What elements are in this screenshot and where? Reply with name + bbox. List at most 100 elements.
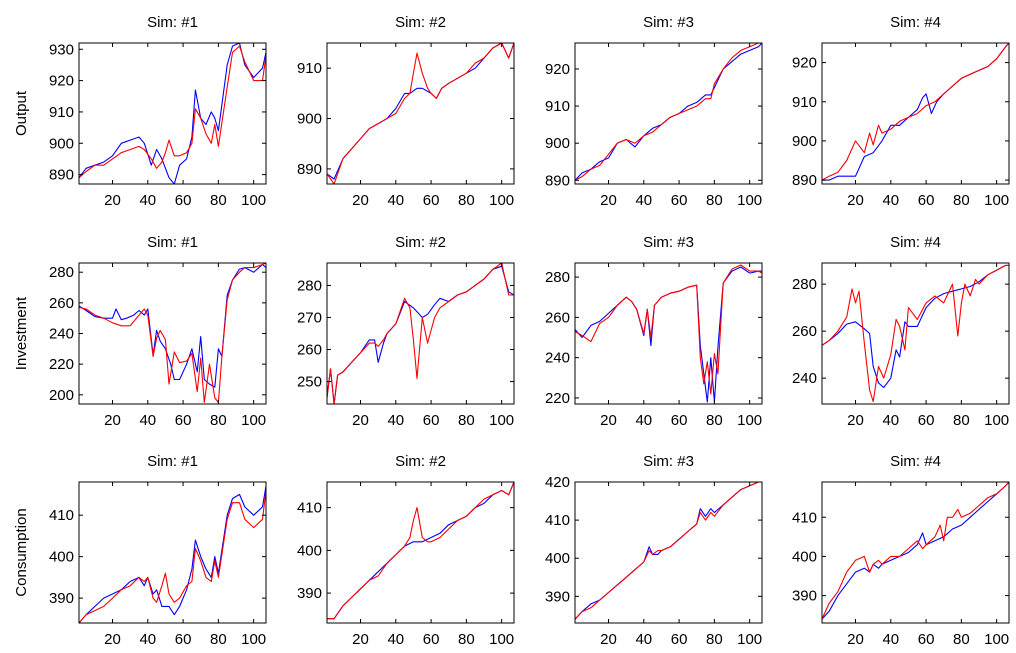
y-tick-label: 920 xyxy=(49,73,74,90)
x-tick-label: 40 xyxy=(882,631,899,648)
subplot-title: Sim: #4 xyxy=(890,453,941,470)
series-line-red xyxy=(822,264,1009,403)
subplot-title: Sim: #2 xyxy=(395,234,446,251)
subplot-r2-c1: 20 40 60 80 100 200 220 240 260 280 Sim: #1 Investm… xyxy=(13,234,267,429)
series-line-red xyxy=(327,43,514,184)
y-tick-label: 400 xyxy=(297,542,322,559)
subplot-r2-c3: 20 40 60 80 100 220 240 260 280 Sim: #3 xyxy=(545,234,763,429)
axes-frame xyxy=(821,262,1010,405)
y-tick-label: 390 xyxy=(49,590,74,607)
y-tick-label: 240 xyxy=(545,350,570,367)
x-tick-label: 40 xyxy=(387,631,404,648)
x-tick-label: 100 xyxy=(489,412,514,429)
y-tick-label: 280 xyxy=(545,269,570,286)
y-tick-label: 260 xyxy=(792,323,817,340)
x-tick-label: 60 xyxy=(423,412,440,429)
y-tick-label: 260 xyxy=(545,309,570,326)
series-line-red xyxy=(575,482,762,620)
y-tick-label: 890 xyxy=(792,172,817,189)
x-tick-label: 100 xyxy=(241,631,266,648)
subplot-r1-c2: 20 40 60 80 100 890 900 910 Sim: #2 xyxy=(297,14,515,209)
y-tick-label: 900 xyxy=(792,133,817,150)
subplot-r1-c1: 20 40 60 80 100 890 900 910 920 930 Sim: #1 Output xyxy=(13,14,267,209)
series-line-red xyxy=(79,490,266,623)
x-tick-label: 100 xyxy=(489,631,514,648)
x-tick-label: 20 xyxy=(600,412,617,429)
x-tick-label: 20 xyxy=(104,192,121,209)
y-tick-label: 250 xyxy=(297,374,322,391)
row-ylabel: Consumption xyxy=(13,508,30,596)
x-tick-label: 100 xyxy=(241,192,266,209)
axes-frame xyxy=(78,262,267,405)
x-tick-label: 80 xyxy=(953,412,970,429)
y-tick-label: 400 xyxy=(49,549,74,566)
y-tick-label: 920 xyxy=(545,61,570,78)
y-tick-label: 280 xyxy=(297,277,322,294)
x-tick-label: 100 xyxy=(984,412,1009,429)
x-tick-label: 100 xyxy=(489,192,514,209)
series-line-blue xyxy=(79,43,266,184)
y-tick-label: 910 xyxy=(297,60,322,77)
axes-frame xyxy=(574,42,763,185)
series-line-red xyxy=(822,43,1009,181)
x-tick-label: 80 xyxy=(706,192,723,209)
x-tick-label: 60 xyxy=(918,192,935,209)
x-tick-label: 60 xyxy=(423,631,440,648)
y-tick-label: 390 xyxy=(297,585,322,602)
subplot-title: Sim: #3 xyxy=(643,453,694,470)
series-line-red xyxy=(79,263,266,404)
x-tick-label: 80 xyxy=(953,631,970,648)
x-tick-label: 60 xyxy=(671,412,688,429)
x-tick-label: 80 xyxy=(706,412,723,429)
x-tick-label: 80 xyxy=(706,631,723,648)
series-line-blue xyxy=(575,266,762,403)
series-line-blue xyxy=(822,482,1009,620)
y-tick-label: 400 xyxy=(792,548,817,565)
x-tick-label: 40 xyxy=(139,192,156,209)
subplot-title: Sim: #1 xyxy=(147,453,198,470)
x-tick-label: 100 xyxy=(241,412,266,429)
series-line-blue xyxy=(79,486,266,623)
y-tick-label: 220 xyxy=(545,390,570,407)
x-tick-label: 40 xyxy=(882,192,899,209)
y-tick-label: 260 xyxy=(297,342,322,359)
y-tick-label: 910 xyxy=(545,98,570,115)
subplot-title: Sim: #4 xyxy=(890,234,941,251)
y-tick-label: 410 xyxy=(297,500,322,517)
series-line-red xyxy=(575,264,762,395)
x-tick-label: 40 xyxy=(387,412,404,429)
series-line-blue xyxy=(575,482,762,620)
series-line-blue xyxy=(575,43,762,181)
x-tick-label: 40 xyxy=(635,631,652,648)
x-tick-label: 20 xyxy=(600,192,617,209)
axes-frame xyxy=(821,42,1010,185)
axes-frame xyxy=(326,481,515,624)
x-tick-label: 100 xyxy=(984,192,1009,209)
series-line-blue xyxy=(79,263,266,388)
series-line-red xyxy=(327,482,514,620)
x-tick-label: 80 xyxy=(458,412,475,429)
series-line-blue xyxy=(822,264,1009,389)
subplot-r1-c4: 20 40 60 80 100 890 900 910 920 Sim: #4 xyxy=(792,14,1010,209)
y-tick-label: 410 xyxy=(545,512,570,529)
y-tick-label: 930 xyxy=(49,41,74,58)
y-tick-label: 900 xyxy=(49,135,74,152)
axes-frame xyxy=(326,262,515,405)
x-tick-label: 100 xyxy=(737,631,762,648)
x-tick-label: 40 xyxy=(635,412,652,429)
y-tick-label: 890 xyxy=(49,167,74,184)
subplot-r2-c4: 20 40 60 80 100 240 260 280 Sim: #4 xyxy=(792,234,1010,429)
y-tick-label: 910 xyxy=(49,104,74,121)
row-ylabel: Output xyxy=(13,90,30,136)
y-tick-label: 890 xyxy=(545,172,570,189)
y-tick-label: 900 xyxy=(545,135,570,152)
x-tick-label: 100 xyxy=(984,631,1009,648)
subplot-r3-c4: 20 40 60 80 100 390 400 410 Sim: #4 xyxy=(792,453,1010,648)
x-tick-label: 60 xyxy=(918,631,935,648)
x-tick-label: 20 xyxy=(847,192,864,209)
x-tick-label: 20 xyxy=(352,631,369,648)
subplot-title: Sim: #3 xyxy=(643,14,694,31)
series-line-red xyxy=(575,43,762,181)
series-line-blue xyxy=(822,43,1009,181)
x-tick-label: 40 xyxy=(635,192,652,209)
